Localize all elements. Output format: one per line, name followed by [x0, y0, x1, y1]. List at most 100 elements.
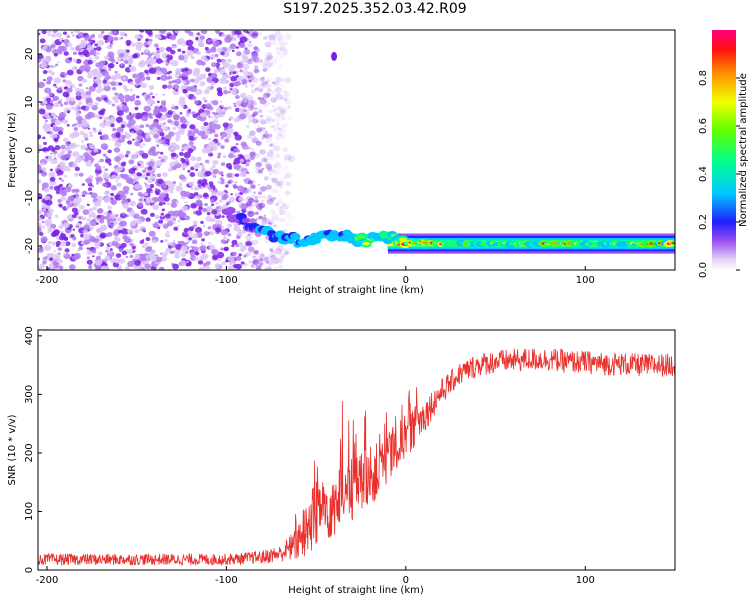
speckle-point	[135, 151, 140, 155]
speckle-point	[128, 159, 135, 165]
speckle-point	[94, 238, 100, 243]
speckle-point	[149, 212, 155, 217]
speckle-point	[49, 186, 54, 190]
speckle-point	[190, 187, 194, 190]
speckle-point	[139, 124, 145, 129]
speckle-point	[179, 112, 183, 115]
speckle-point	[203, 89, 210, 95]
speckle-point	[75, 91, 82, 97]
speckle-point	[233, 157, 242, 165]
speckle-point	[274, 111, 280, 116]
speckle-point	[38, 257, 41, 261]
speckle-point	[116, 126, 124, 133]
speckle-point	[66, 87, 73, 93]
speckle-point	[230, 193, 233, 196]
speckle-point	[91, 185, 95, 188]
speckle-point	[270, 152, 274, 155]
speckle-point	[235, 142, 239, 146]
speckle-point	[282, 114, 286, 118]
speckle-point	[236, 63, 244, 69]
speckle-point	[220, 137, 224, 140]
speckle-point	[278, 252, 283, 256]
speckle-point	[265, 132, 273, 139]
speckle-point	[277, 180, 284, 187]
speckle-point	[78, 172, 84, 177]
speckle-point	[258, 207, 263, 212]
speckle-point	[124, 199, 128, 203]
speckle-point	[222, 62, 230, 69]
speckle-point	[207, 231, 211, 235]
speckle-point	[211, 116, 214, 119]
speckle-point	[252, 259, 260, 266]
speckle-point	[202, 224, 206, 228]
speckle-point	[125, 150, 131, 155]
speckle-point	[61, 119, 67, 124]
speckle-point	[270, 143, 276, 148]
speckle-point	[160, 107, 168, 113]
speckle-point	[227, 233, 232, 237]
speckle-point	[62, 91, 70, 98]
speckle-point	[240, 261, 245, 265]
speckle-point	[222, 122, 229, 128]
speckle-point	[269, 173, 272, 176]
speckle-point	[243, 74, 249, 79]
speckle-point	[230, 64, 236, 69]
speckle-point	[272, 81, 276, 85]
speckle-point	[266, 54, 274, 60]
speckle-point	[262, 67, 268, 72]
speckle-point	[264, 162, 271, 168]
speckle-point	[61, 179, 64, 182]
speckle-point	[66, 124, 70, 127]
speckle-point	[201, 169, 206, 173]
speckle-point	[285, 210, 292, 217]
speckle-point	[71, 243, 77, 248]
speckle-point	[53, 256, 61, 263]
speckle-point	[58, 130, 64, 135]
speckle-point	[276, 113, 284, 119]
speckle-point	[60, 155, 67, 161]
speckle-point	[162, 84, 168, 89]
speckle-point	[111, 30, 118, 35]
speckle-point	[226, 127, 234, 135]
speckle-point	[159, 151, 164, 155]
speckle-point	[97, 160, 101, 164]
speckle-point	[156, 70, 162, 76]
speckle-point	[167, 110, 173, 115]
speckle-point	[266, 151, 274, 158]
speckle-point	[104, 178, 109, 183]
speckle-point	[206, 86, 212, 91]
speckle-point	[260, 81, 267, 87]
speckle-point	[93, 129, 97, 133]
speckle-point	[275, 182, 281, 187]
speckle-point	[272, 179, 278, 185]
speckle-point	[264, 51, 272, 59]
speckle-point	[53, 53, 58, 57]
speckle-point	[251, 137, 259, 144]
speckle-point	[261, 76, 265, 79]
speckle-point	[210, 198, 216, 204]
speckle-point	[234, 107, 240, 112]
speckle-point	[274, 82, 279, 86]
speckle-point	[161, 251, 168, 258]
speckle-point	[97, 131, 103, 136]
speckle-point	[145, 217, 151, 222]
speckle-point	[114, 141, 122, 148]
speckle-point	[247, 212, 254, 218]
speckle-point	[231, 239, 238, 246]
speckle-point	[139, 145, 144, 149]
speckle-point	[134, 141, 141, 147]
speckle-point	[264, 160, 270, 165]
speckle-point	[221, 215, 225, 218]
x-tick-label: 0	[403, 575, 409, 586]
speckle-point	[168, 131, 175, 137]
speckle-point	[225, 259, 229, 263]
speckle-point	[57, 247, 62, 251]
speckle-point	[278, 127, 282, 131]
speckle-point	[113, 36, 119, 41]
speckle-point	[283, 172, 292, 179]
speckle-point	[46, 253, 52, 258]
speckle-point	[58, 224, 64, 229]
speckle-point	[237, 185, 245, 192]
speckle-point	[284, 50, 288, 55]
speckle-point	[267, 77, 273, 82]
